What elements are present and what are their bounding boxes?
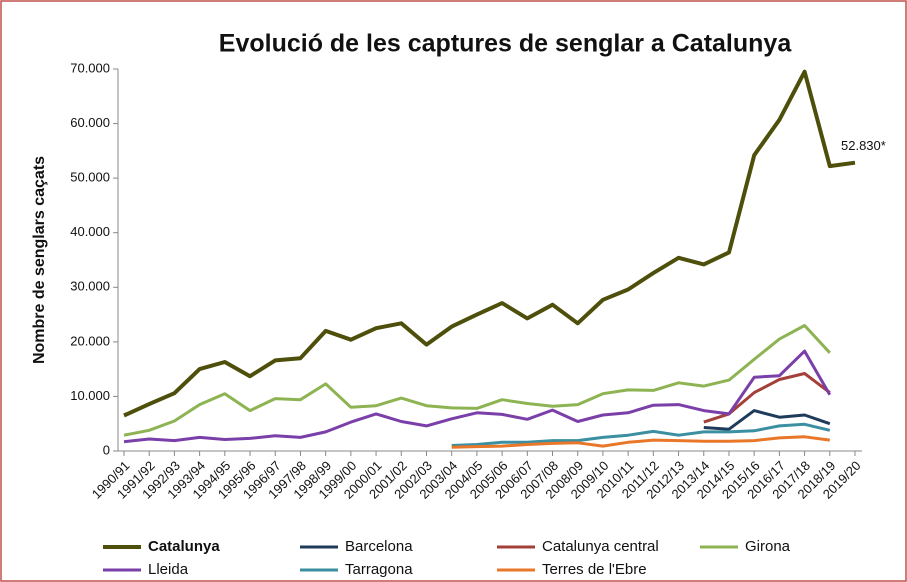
y-tick-label: 10.000 [70,388,110,403]
legend-label: Tarragona [345,561,413,578]
y-tick-label: 60.000 [70,115,110,130]
series-line [123,324,831,437]
data-label: 52.830* [841,138,886,153]
y-tick-label: 70.000 [70,60,110,75]
legend-label: Catalunya [148,538,220,555]
y-axis-label: Nombre de senglars caçats [31,156,48,364]
y-tick-label: 50.000 [70,170,110,185]
y-tick-label: 0 [103,442,110,457]
legend-label: Barcelona [345,538,413,555]
y-tick-label: 30.000 [70,279,110,294]
series-line [123,69,856,418]
y-tick-label: 40.000 [70,224,110,239]
legend-label: Catalunya central [542,538,659,555]
series-line [703,372,831,424]
series-line [703,409,831,431]
y-tick-label: 20.000 [70,333,110,348]
series-line [123,349,832,444]
chart-title: Evolució de les captures de senglar a Ca… [219,30,793,58]
series-line [451,435,830,449]
legend-label: Girona [745,538,791,555]
legend-label: Terres de l'Ebre [542,561,647,578]
series-line [451,422,831,447]
legend-label: Lleida [148,561,189,578]
